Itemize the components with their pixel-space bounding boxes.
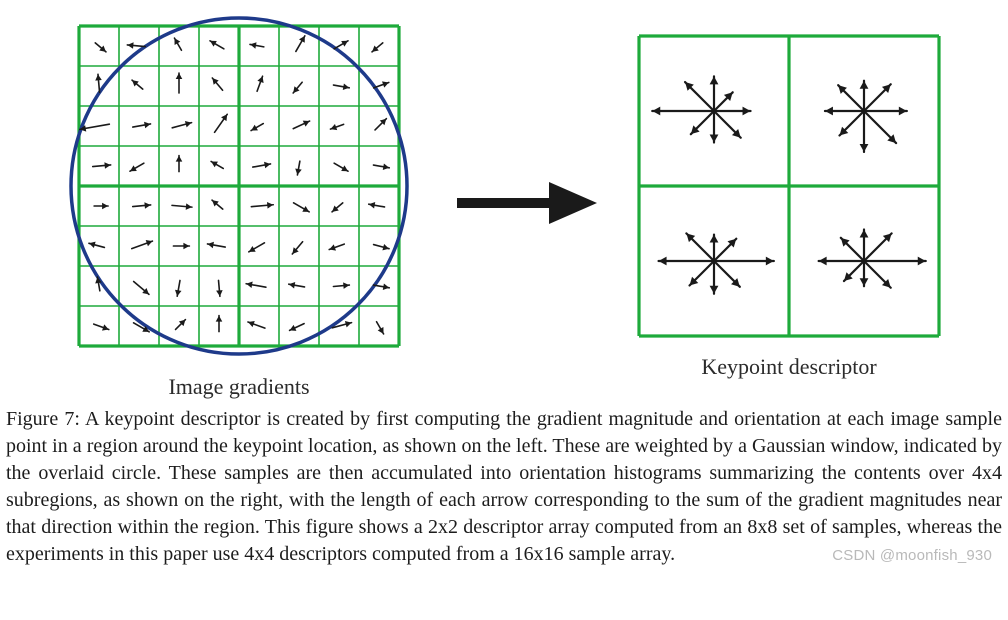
image-gradients-diagram bbox=[59, 6, 419, 366]
left-panel: Image gradients bbox=[59, 6, 419, 400]
right-panel-label: Keypoint descriptor bbox=[701, 354, 876, 380]
caption-text: Figure 7: A keypoint descriptor is creat… bbox=[6, 408, 1002, 565]
left-panel-label: Image gradients bbox=[168, 374, 309, 400]
figure-row: Image gradients Keypoint descriptor bbox=[6, 6, 1002, 400]
arrow-icon bbox=[449, 168, 599, 238]
right-panel: Keypoint descriptor bbox=[629, 26, 949, 380]
figure-caption: Figure 7: A keypoint descriptor is creat… bbox=[6, 406, 1002, 568]
keypoint-descriptor-diagram bbox=[629, 26, 949, 346]
watermark: CSDN @moonfish_930 bbox=[832, 546, 992, 566]
